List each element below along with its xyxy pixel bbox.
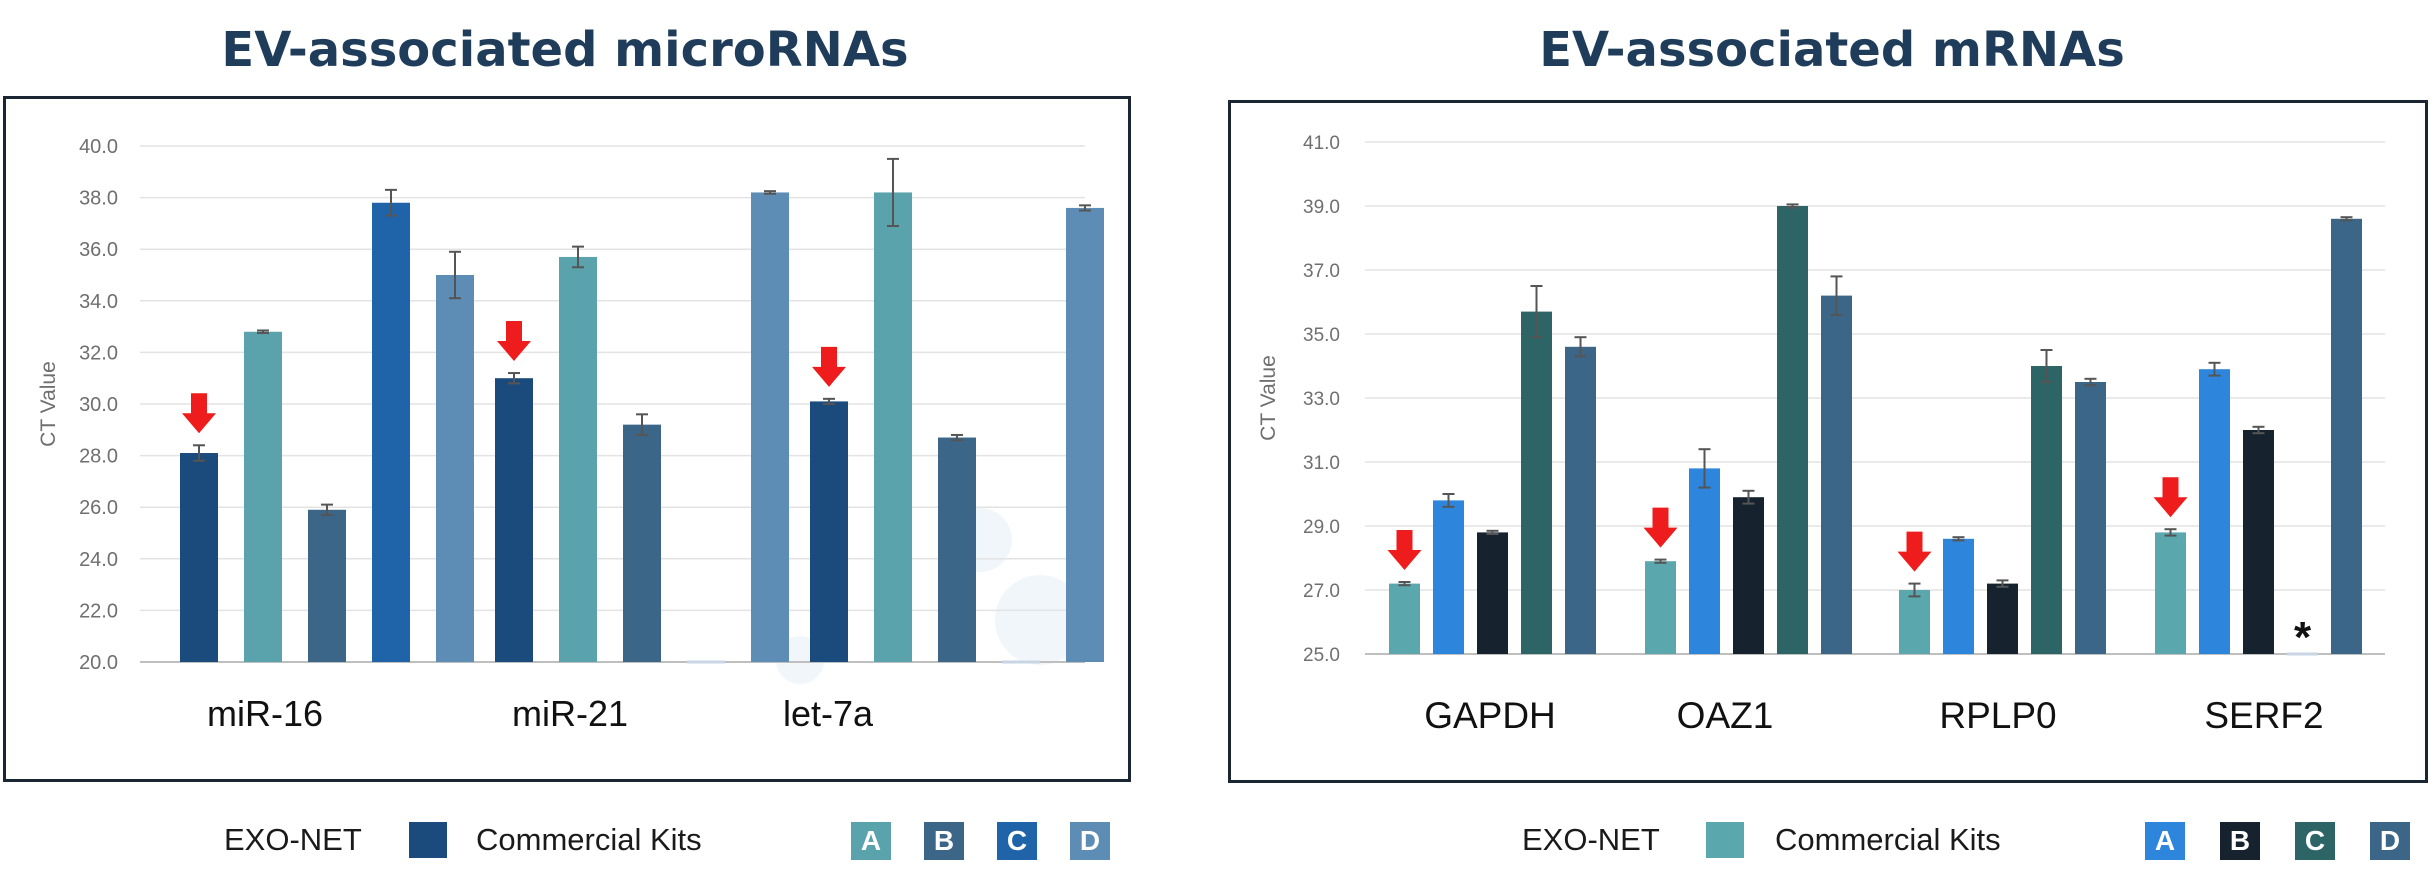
highlight-arrow: [1643, 507, 1678, 548]
bar-b: [308, 509, 346, 662]
category-label: GAPDH: [1424, 695, 1556, 736]
legend-kit-d-right: D: [2370, 822, 2410, 860]
category-label: RPLP0: [1939, 695, 2056, 736]
bar-a: [1689, 468, 1720, 654]
category-label: miR-21: [512, 693, 628, 734]
legend-exo-label-left: EXO-NET: [224, 822, 362, 857]
legend-kit-c-right: C: [2295, 822, 2335, 860]
y-tick-label: 22.0: [79, 600, 118, 622]
y-tick-label: 29.0: [1303, 517, 1340, 538]
legend-kit-b-right: B: [2220, 822, 2260, 860]
bar-exo-net: [2155, 532, 2186, 654]
legend-kits-label-left: Commercial Kits: [476, 822, 702, 857]
highlight-arrow: [1387, 530, 1422, 570]
y-tick-label: 31.0: [1303, 453, 1340, 474]
y-tick-label: 27.0: [1303, 581, 1340, 602]
y-tick-label: 28.0: [79, 446, 118, 468]
bar-b: [623, 424, 661, 662]
y-axis-label: CT Value: [1257, 355, 1280, 441]
bar-a: [559, 256, 597, 662]
chart-title-left: EV-associated microRNAs: [221, 22, 909, 78]
bar-a: [1943, 538, 1974, 654]
highlight-arrow: [1897, 531, 1932, 572]
y-tick-label: 38.0: [79, 188, 118, 210]
bar-exo-net: [1899, 590, 1930, 654]
y-tick-label: 39.0: [1303, 197, 1340, 218]
bar-b: [2243, 430, 2274, 654]
y-tick-label: 36.0: [79, 239, 118, 261]
legend-exo-label-right: EXO-NET: [1522, 822, 1660, 857]
y-tick-label: 41.0: [1303, 133, 1340, 154]
y-tick-label: 40.0: [79, 136, 118, 158]
highlight-arrow: [2153, 477, 2188, 518]
legend-kit-b-left: B: [924, 822, 964, 860]
bar-exo-net: [810, 401, 848, 662]
legend-kit-a-left: A: [851, 822, 891, 860]
bar-d: [2075, 382, 2106, 654]
y-tick-label: 25.0: [1303, 645, 1340, 666]
legend-kit-a-right: A: [2145, 822, 2185, 860]
bar-c: [1777, 206, 1808, 654]
legend-kit-d-left: D: [1070, 822, 1110, 860]
legend-kits-label-right: Commercial Kits: [1775, 822, 2001, 857]
bar-exo-net: [1645, 561, 1676, 654]
bar-b: [1987, 583, 2018, 654]
y-tick-label: 30.0: [79, 394, 118, 416]
bar-d: [1066, 207, 1104, 663]
y-tick-label: 34.0: [79, 291, 118, 313]
category-label: SERF2: [2204, 695, 2323, 736]
bar-d: [1565, 346, 1596, 654]
bar-exo-net: [495, 378, 533, 662]
legend-exo-swatch-right: [1706, 822, 1744, 858]
highlight-arrow: [812, 346, 846, 387]
bar-a: [874, 192, 912, 662]
y-axis-label: CT Value: [37, 361, 60, 447]
category-label: miR-16: [207, 693, 323, 734]
bar-d: [751, 192, 789, 662]
chart-title-right: EV-associated mRNAs: [1539, 22, 2125, 78]
missing-data-annotation: *: [2294, 613, 2312, 662]
bar-c: [2031, 366, 2062, 654]
y-tick-label: 24.0: [79, 549, 118, 571]
category-label: OAZ1: [1677, 695, 1774, 736]
bar-d: [436, 275, 474, 662]
y-tick-label: 35.0: [1303, 325, 1340, 346]
bar-d: [2331, 218, 2362, 655]
highlight-arrow: [182, 393, 216, 434]
bar-b: [938, 437, 976, 662]
bar-exo-net: [180, 453, 218, 662]
y-tick-label: 20.0: [79, 652, 118, 674]
y-tick-label: 33.0: [1303, 389, 1340, 410]
bar-c: [372, 202, 410, 662]
y-tick-label: 37.0: [1303, 261, 1340, 282]
bar-a: [2199, 369, 2230, 654]
legend-exo-swatch-left: [409, 822, 447, 858]
category-label: let-7a: [783, 693, 874, 734]
bar-a: [1433, 500, 1464, 654]
highlight-arrow: [497, 321, 531, 362]
bar-b: [1477, 532, 1508, 654]
bar-b: [1733, 497, 1764, 654]
bar-exo-net: [1389, 583, 1420, 654]
bar-c: [1521, 311, 1552, 654]
background-bubble: [995, 575, 1085, 665]
bar-d: [1821, 295, 1852, 654]
bar-a: [244, 331, 282, 662]
legend-kit-c-left: C: [997, 822, 1037, 860]
y-tick-label: 32.0: [79, 342, 118, 364]
y-tick-label: 26.0: [79, 497, 118, 519]
